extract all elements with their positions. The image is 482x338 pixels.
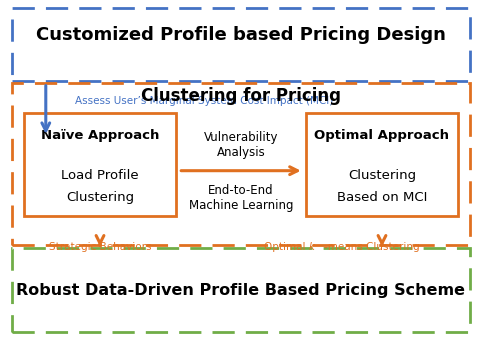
Text: Clustering: Clustering (348, 169, 416, 182)
Bar (12, 248, 470, 332)
Text: Optimal Approach: Optimal Approach (314, 129, 450, 142)
Text: End-to-End
Machine Learning: End-to-End Machine Learning (189, 184, 293, 212)
Text: Clustering for Pricing: Clustering for Pricing (141, 87, 341, 105)
Text: Load Profile: Load Profile (61, 169, 139, 182)
Bar (306, 113, 458, 216)
Text: Strategic Behaviors: Strategic Behaviors (49, 242, 151, 252)
Text: Based on MCI: Based on MCI (337, 191, 427, 204)
Text: Robust Data-Driven Profile Based Pricing Scheme: Robust Data-Driven Profile Based Pricing… (16, 283, 466, 298)
Bar (12, 8, 470, 81)
Text: Clustering: Clustering (66, 191, 134, 204)
Text: k: k (309, 242, 315, 252)
Text: Vulnerability
Analysis: Vulnerability Analysis (204, 131, 278, 159)
Bar (12, 83, 470, 245)
Bar (24, 113, 176, 216)
Text: Optimal: Optimal (264, 242, 309, 252)
Text: Assess User’s Marginal System Cost Impact (MCI): Assess User’s Marginal System Cost Impac… (75, 96, 333, 106)
Text: Naïve Approach: Naïve Approach (41, 129, 159, 142)
Text: -means Clustering: -means Clustering (323, 242, 419, 252)
Text: Customized Profile based Pricing Design: Customized Profile based Pricing Design (36, 26, 446, 45)
